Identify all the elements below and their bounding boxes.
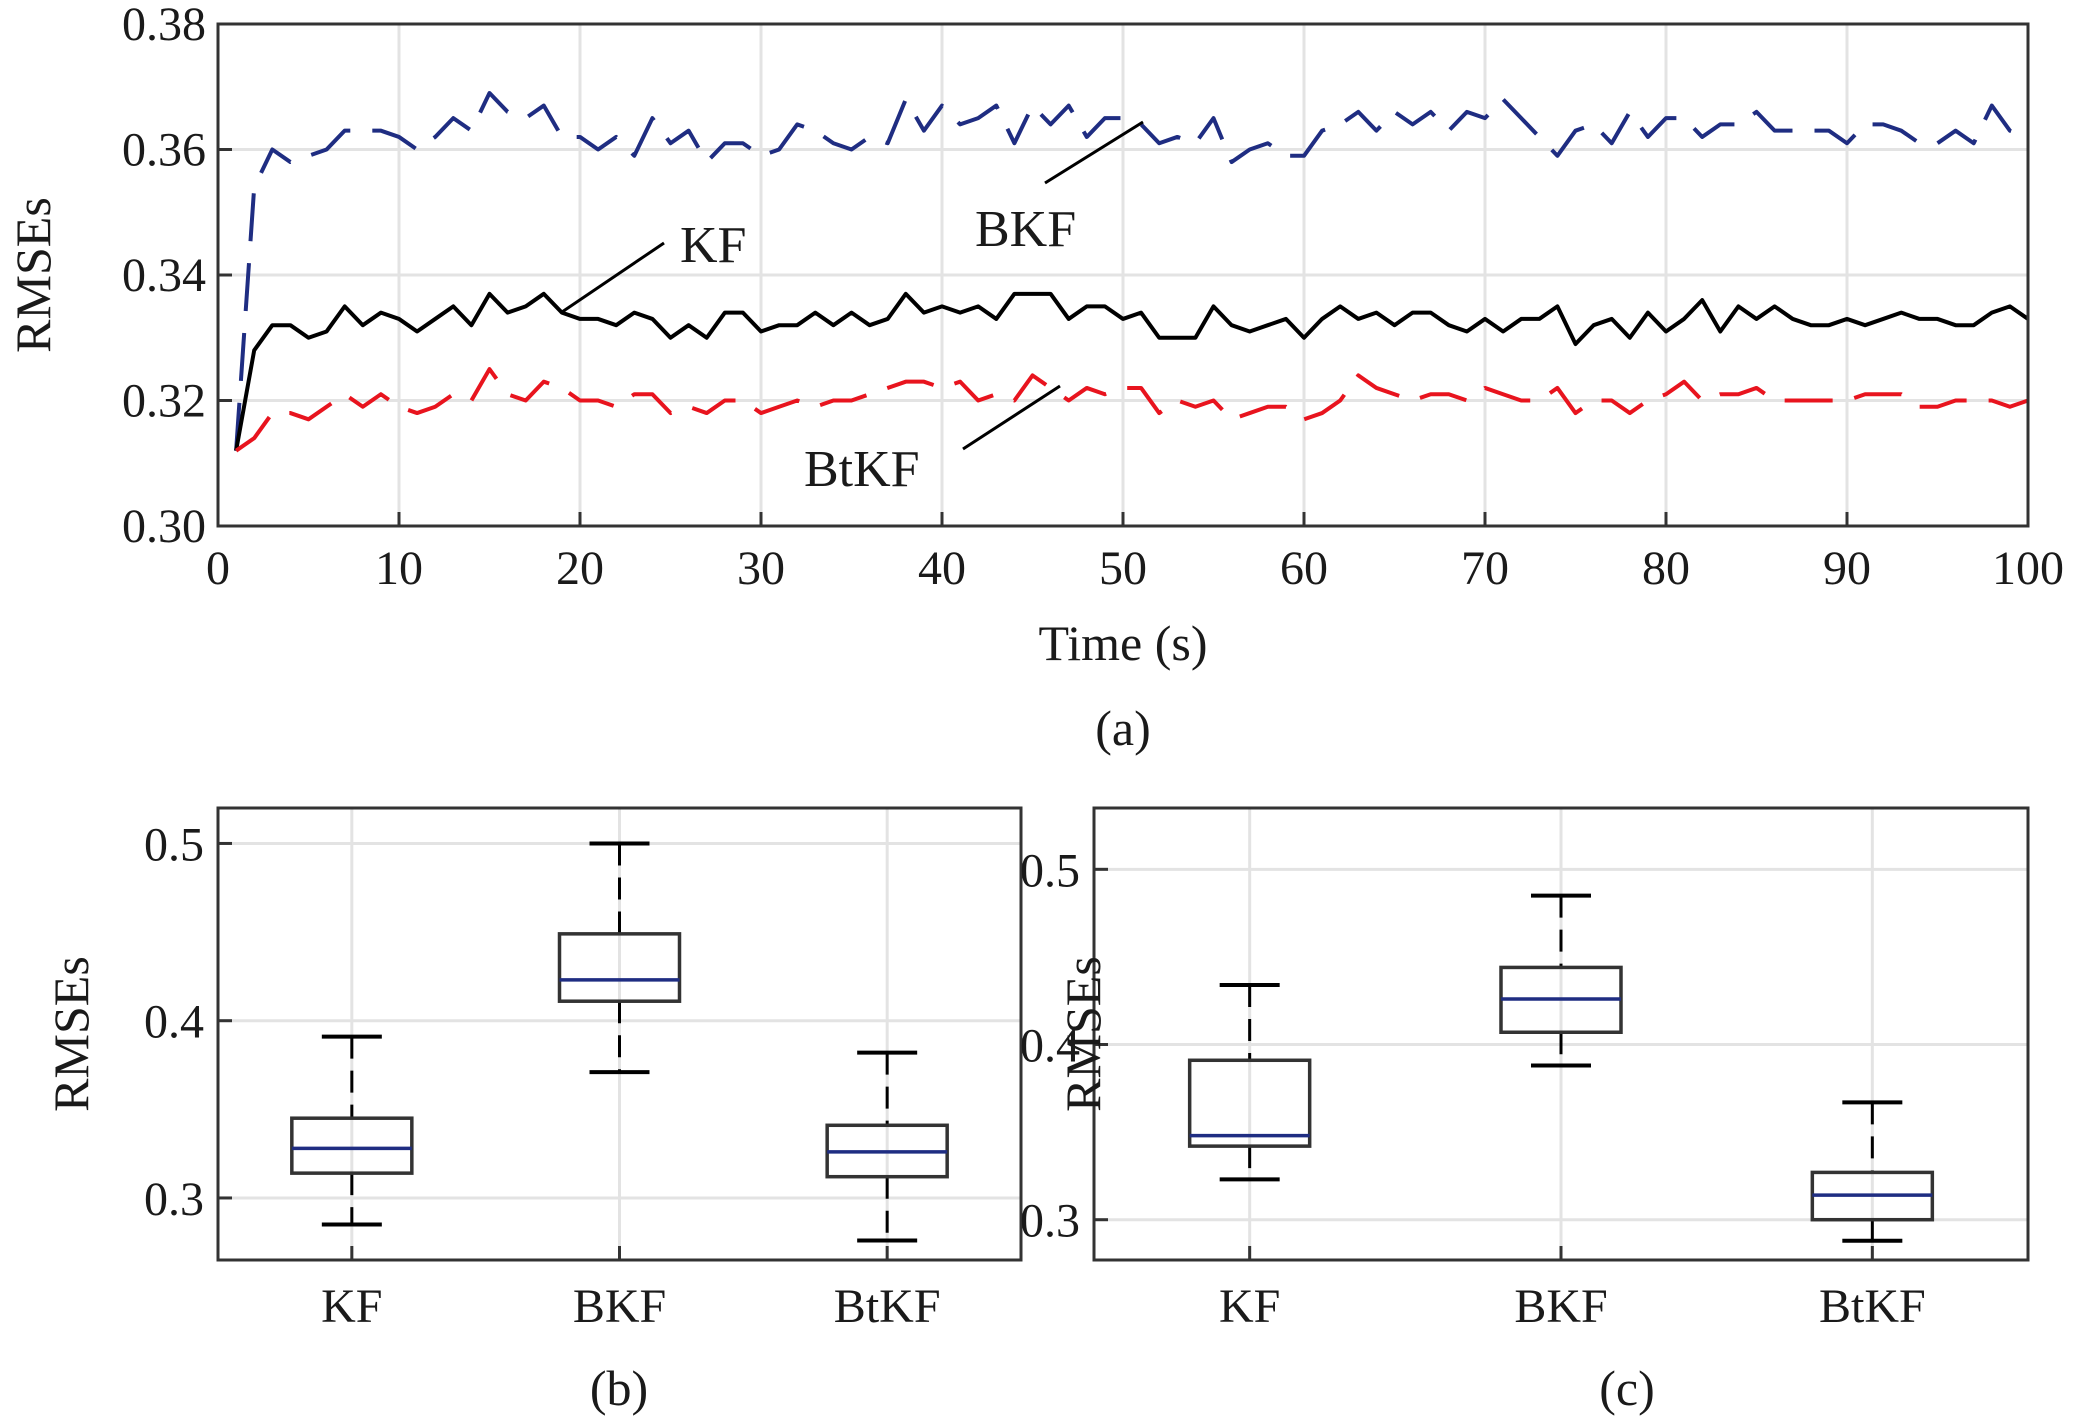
y-tick-label: 0.38 [122,0,206,51]
y-tick-label: 0.5 [144,818,204,871]
panel-c-ylabel: RMSEs [1055,956,1111,1112]
x-tick-label: BtKF [1819,1280,1926,1333]
y-tick-label: 0.3 [144,1173,204,1226]
panel-a-grid [216,22,2030,528]
panel-c-boxes [1187,893,1935,1243]
panel-b-label: (b) [590,1360,648,1416]
panel-c-ticks: 0.3 0.4 0.5 KF BKF BtKF [1020,844,1926,1333]
y-tick-label: 0.4 [144,996,204,1049]
x-tick-label: 100 [1992,542,2064,595]
series-line-btkf [234,367,2029,453]
y-tick-label: 0.30 [122,500,206,553]
box-kf [1187,1058,1312,1148]
y-tick-label: 0.3 [1020,1195,1080,1248]
box-bkf [557,932,682,1003]
annotation-bkf: BKF [975,201,1076,258]
x-tick-label: 90 [1823,542,1871,595]
y-tick-label: 0.32 [122,375,206,428]
box-kf [290,1116,414,1175]
panel-a-ylabel: RMSEs [5,197,61,353]
panel-a-label: (a) [1095,700,1151,756]
annotation-pointer-bkf [1044,120,1144,185]
x-tick-label: 50 [1099,542,1147,595]
panel-c-box-plot: 0.3 0.4 0.5 KF BKF BtKF RMSEs (c) [1020,806,2030,1416]
annotation-btkf: BtKF [804,441,920,498]
x-tick-label: KF [1219,1280,1280,1333]
x-tick-label: 10 [375,542,423,595]
x-tick-label: KF [321,1280,382,1333]
x-tick-label: 0 [206,542,230,595]
x-tick-label: BKF [573,1280,666,1333]
x-tick-label: 80 [1642,542,1690,595]
panel-c-label: (c) [1599,1360,1655,1416]
annotation-pointer-kf [561,241,665,314]
x-tick-label: BtKF [834,1280,941,1333]
x-tick-label: 70 [1461,542,1509,595]
panel-a-ticks: 0 10 20 30 40 50 60 70 80 90 100 0.30 0.32 0.34 0.36 0.… [122,0,2064,595]
x-tick-label: 60 [1280,542,1328,595]
panel-b-box-plot: 0.3 0.4 0.5 KF BKF BtKF RMSEs (b) [43,806,1023,1416]
panel-b-boxes [290,841,949,1243]
annotation-kf: KF [680,217,746,274]
panel-a-annotations: BKF KF BtKF [561,120,1144,498]
panel-b-grid [218,808,1021,1260]
x-tick-label: 30 [737,542,785,595]
y-tick-label: 0.5 [1020,844,1080,897]
y-tick-label: 0.4 [1020,1020,1080,1073]
y-tick-label: 0.34 [122,249,206,302]
series-line-bkf [234,91,2029,451]
panel-a-xlabel: Time (s) [1038,615,1207,671]
x-tick-label: BKF [1514,1280,1607,1333]
panel-b-ylabel: RMSEs [43,956,99,1112]
panel-b-ticks: 0.3 0.4 0.5 KF BKF BtKF [144,818,941,1333]
x-tick-label: 40 [918,542,966,595]
panel-a-line-chart: BKF KF BtKF 0 10 20 30 40 50 60 70 80 90 100 0.30 0.… [5,0,2064,756]
y-tick-label: 0.36 [122,124,206,177]
panel-a-series [234,91,2030,453]
annotation-pointer-btkf [962,384,1061,451]
x-tick-label: 20 [556,542,604,595]
series-line-kf [234,291,2030,452]
